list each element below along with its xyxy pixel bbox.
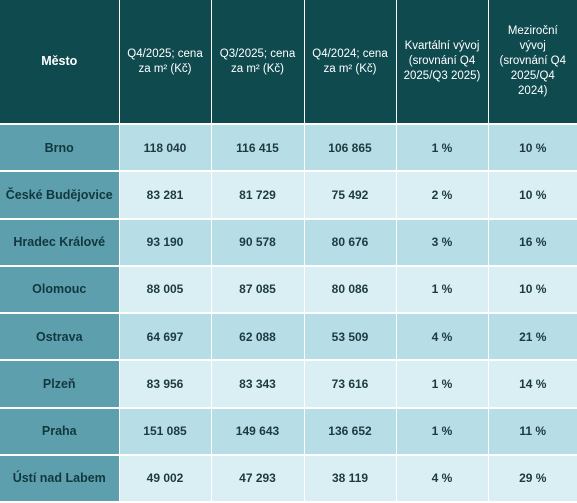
- table-row: Olomouc 88 005 87 085 80 086 1 % 10 %: [0, 265, 577, 315]
- q4-2024-cell: 73 616: [304, 360, 397, 409]
- header-yearly-change: Meziroční vývoj (srovnání Q4 2025/Q4 202…: [488, 0, 577, 125]
- header-row: Město Q4/2025; cena za m² (Kč) Q3/2025; …: [0, 0, 577, 125]
- table-row: Praha 151 085 149 643 136 652 1 % 11 %: [0, 407, 577, 456]
- q3-2025-cell: 149 643: [211, 407, 305, 456]
- table-row: Ústí nad Labem 49 002 47 293 38 119 4 % …: [0, 454, 577, 503]
- q3-2025-cell: 87 085: [211, 265, 305, 315]
- q3-2025-cell: 81 729: [211, 171, 305, 220]
- q3-2025-cell: 62 088: [211, 313, 305, 362]
- table-body: Brno 118 040 116 415 106 865 1 % 10 % Če…: [0, 124, 577, 503]
- yearly-change-cell: 21 %: [488, 313, 577, 362]
- quarterly-change-cell: 1 %: [396, 265, 489, 315]
- q4-2025-cell: 88 005: [119, 265, 212, 315]
- yearly-change-cell: 29 %: [488, 454, 577, 503]
- city-cell: Brno: [0, 124, 120, 173]
- city-cell: Ústí nad Labem: [0, 454, 120, 503]
- q3-2025-cell: 90 578: [211, 218, 305, 267]
- city-cell: Plzeň: [0, 360, 120, 409]
- table-row: České Budějovice 83 281 81 729 75 492 2 …: [0, 171, 577, 220]
- q4-2024-cell: 106 865: [304, 124, 397, 173]
- city-cell: Hradec Králové: [0, 218, 120, 267]
- yearly-change-cell: 10 %: [488, 171, 577, 220]
- city-cell: Ostrava: [0, 313, 120, 362]
- table-row: Hradec Králové 93 190 90 578 80 676 3 % …: [0, 218, 577, 267]
- header-q4-2025: Q4/2025; cena za m² (Kč): [119, 0, 212, 125]
- yearly-change-cell: 16 %: [488, 218, 577, 267]
- q4-2025-cell: 93 190: [119, 218, 212, 267]
- q4-2024-cell: 136 652: [304, 407, 397, 456]
- quarterly-change-cell: 3 %: [396, 218, 489, 267]
- header-q4-2024: Q4/2024; cena za m² (Kč): [304, 0, 397, 125]
- q4-2025-cell: 83 956: [119, 360, 212, 409]
- q3-2025-cell: 47 293: [211, 454, 305, 503]
- table-row: Plzeň 83 956 83 343 73 616 1 % 14 %: [0, 360, 577, 409]
- table-row: Brno 118 040 116 415 106 865 1 % 10 %: [0, 124, 577, 173]
- quarterly-change-cell: 1 %: [396, 124, 489, 173]
- quarterly-change-cell: 4 %: [396, 454, 489, 503]
- city-cell: Olomouc: [0, 265, 120, 315]
- q4-2024-cell: 80 086: [304, 265, 397, 315]
- header-quarterly-change: Kvartální vývoj (srovnání Q4 2025/Q3 202…: [396, 0, 489, 125]
- q4-2025-cell: 49 002: [119, 454, 212, 503]
- yearly-change-cell: 10 %: [488, 124, 577, 173]
- q4-2024-cell: 38 119: [304, 454, 397, 503]
- yearly-change-cell: 10 %: [488, 265, 577, 315]
- q4-2025-cell: 118 040: [119, 124, 212, 173]
- quarterly-change-cell: 2 %: [396, 171, 489, 220]
- yearly-change-cell: 14 %: [488, 360, 577, 409]
- q4-2025-cell: 83 281: [119, 171, 212, 220]
- table-row: Ostrava 64 697 62 088 53 509 4 % 21 %: [0, 313, 577, 362]
- q4-2025-cell: 64 697: [119, 313, 212, 362]
- q4-2024-cell: 53 509: [304, 313, 397, 362]
- city-cell: České Budějovice: [0, 171, 120, 220]
- quarterly-change-cell: 1 %: [396, 407, 489, 456]
- quarterly-change-cell: 1 %: [396, 360, 489, 409]
- yearly-change-cell: 11 %: [488, 407, 577, 456]
- q4-2025-cell: 151 085: [119, 407, 212, 456]
- quarterly-change-cell: 4 %: [396, 313, 489, 362]
- q4-2024-cell: 75 492: [304, 171, 397, 220]
- q3-2025-cell: 83 343: [211, 360, 305, 409]
- table-header: Město Q4/2025; cena za m² (Kč) Q3/2025; …: [0, 0, 577, 125]
- header-q3-2025: Q3/2025; cena za m² (Kč): [211, 0, 305, 125]
- header-city: Město: [0, 0, 120, 125]
- city-cell: Praha: [0, 407, 120, 456]
- q4-2024-cell: 80 676: [304, 218, 397, 267]
- q3-2025-cell: 116 415: [211, 124, 305, 173]
